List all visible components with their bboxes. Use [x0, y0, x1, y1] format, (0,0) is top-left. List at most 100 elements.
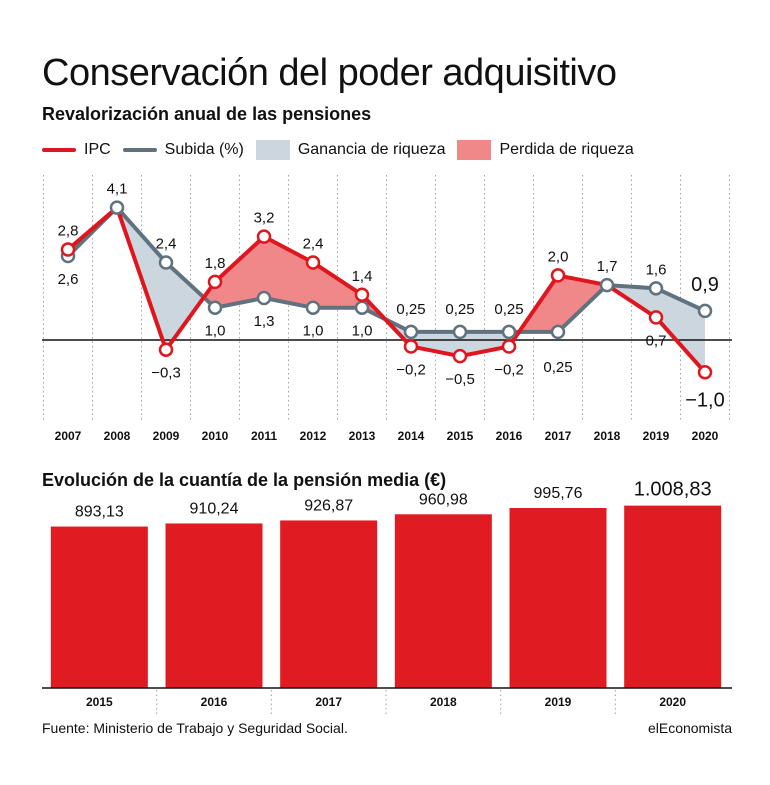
subida-data-label: 1,7 — [597, 258, 618, 275]
subida-data-label: 0,9 — [691, 274, 719, 296]
subida-point — [697, 303, 713, 319]
ipc-data-label: 1,4 — [352, 268, 373, 285]
legend-label-perdida: Perdida de riqueza — [499, 141, 634, 158]
bar-category-label: 2019 — [545, 695, 572, 709]
x-tick-label: 2010 — [202, 429, 229, 443]
subida-data-label: 2,4 — [156, 235, 177, 252]
perdida-area — [264, 236, 313, 308]
subida-point — [550, 324, 566, 340]
bar — [50, 526, 148, 688]
subida-point — [648, 281, 664, 296]
x-tick-label: 2007 — [55, 429, 82, 443]
subida-data-label: 0,25 — [445, 301, 474, 318]
x-tick-label: 2016 — [496, 429, 523, 443]
legend-swatch-subida — [122, 148, 157, 152]
perdida-area — [215, 236, 264, 308]
subida-point — [207, 300, 223, 315]
ganancia-area — [460, 331, 509, 357]
line-chart-subtitle: Revalorización anual de las pensiones — [42, 104, 372, 124]
legend-item-perdida: Perdida de riqueza — [457, 140, 634, 160]
ipc-point — [550, 268, 566, 283]
x-tick-label: 2009 — [153, 429, 180, 443]
ipc-point — [60, 242, 76, 257]
x-tick-label: 2012 — [300, 429, 327, 443]
subida-data-label: 0,25 — [396, 301, 425, 318]
bar — [280, 520, 378, 688]
legend-swatch-ganancia — [255, 140, 290, 160]
ipc-point — [452, 348, 468, 364]
subida-data-label: 1,6 — [646, 261, 667, 278]
bar — [394, 514, 492, 688]
bar-category-label: 2018 — [430, 695, 457, 709]
bar-value-label: 960,98 — [419, 491, 468, 508]
subida-point — [403, 324, 419, 340]
ganancia-area — [166, 262, 204, 350]
perdida-area — [313, 262, 362, 308]
legend-label-ipc: IPC — [84, 141, 111, 158]
subida-point — [109, 200, 125, 215]
ipc-point — [305, 255, 321, 270]
x-tick-label: 2019 — [643, 429, 670, 443]
ipc-point — [158, 342, 174, 357]
ipc-point — [354, 287, 370, 303]
x-tick-label: 2011 — [251, 429, 277, 443]
x-tick-label: 2013 — [349, 429, 376, 443]
bar-value-label: 1.008,83 — [634, 479, 712, 501]
chart-title: Conservación del poder adquisitivo — [42, 52, 617, 94]
x-tick-label: 2017 — [545, 429, 572, 443]
x-tick-label: 2015 — [447, 429, 474, 443]
bar-category-label: 2017 — [315, 695, 342, 709]
ipc-data-label: −1,0 — [685, 389, 724, 411]
ipc-data-label: 1,8 — [205, 255, 226, 272]
subida-point — [354, 300, 370, 315]
legend-item-ganancia: Ganancia de riqueza — [255, 140, 446, 160]
subida-data-label: 2,6 — [58, 271, 79, 288]
bar-category-label: 2016 — [201, 695, 228, 709]
bar-category-label: 2020 — [659, 695, 686, 709]
ipc-data-label: 2,8 — [58, 223, 79, 240]
subida-point — [305, 300, 321, 315]
x-tick-label: 2014 — [398, 429, 425, 443]
x-tick-label: 2008 — [104, 429, 131, 443]
subida-data-label: 4,1 — [107, 181, 128, 198]
bar-value-label: 893,13 — [75, 504, 124, 521]
subida-point — [501, 324, 517, 340]
bar — [165, 523, 263, 688]
ipc-data-label: 3,2 — [254, 210, 275, 227]
subida-data-label: 1,0 — [352, 323, 373, 340]
subida-point — [256, 290, 272, 306]
subida-point — [452, 324, 468, 340]
ipc-point — [697, 365, 713, 380]
ipc-data-label: −0,3 — [151, 365, 181, 382]
bar-value-label: 910,24 — [190, 500, 239, 517]
legend-item-subida: Subida (%) — [122, 141, 244, 159]
ipc-data-label: −0,5 — [445, 371, 475, 388]
subida-data-label: 1,0 — [205, 323, 226, 340]
source-note: Fuente: Ministerio de Trabajo y Segurida… — [42, 720, 348, 736]
bar-category-label: 2015 — [86, 695, 113, 709]
subida-data-label: 0,25 — [494, 301, 523, 318]
subida-data-label: 0,25 — [543, 359, 572, 376]
ipc-point — [256, 229, 272, 244]
bar-value-label: 995,76 — [534, 485, 583, 502]
legend-swatch-perdida — [457, 140, 492, 160]
subida-data-label: 1,3 — [254, 313, 275, 330]
subida-data-label: 1,0 — [303, 323, 324, 340]
bar — [624, 505, 722, 688]
ganancia-area — [656, 288, 705, 373]
ipc-line — [66, 205, 707, 374]
legend-label-ganancia: Ganancia de riqueza — [297, 141, 446, 158]
bar-value-label: 926,87 — [304, 497, 353, 514]
subida-point — [158, 255, 174, 270]
x-tick-label: 2018 — [594, 429, 621, 443]
ipc-data-label: 2,4 — [303, 235, 324, 252]
ipc-point — [207, 274, 223, 290]
ipc-point — [403, 339, 419, 354]
ipc-data-label: 0,7 — [646, 332, 667, 349]
legend-label-subida: Subida (%) — [164, 141, 244, 158]
subida-point — [599, 277, 615, 293]
bar — [509, 507, 607, 688]
legend-item-ipc: IPC — [42, 141, 111, 159]
ganancia-area — [411, 331, 460, 357]
